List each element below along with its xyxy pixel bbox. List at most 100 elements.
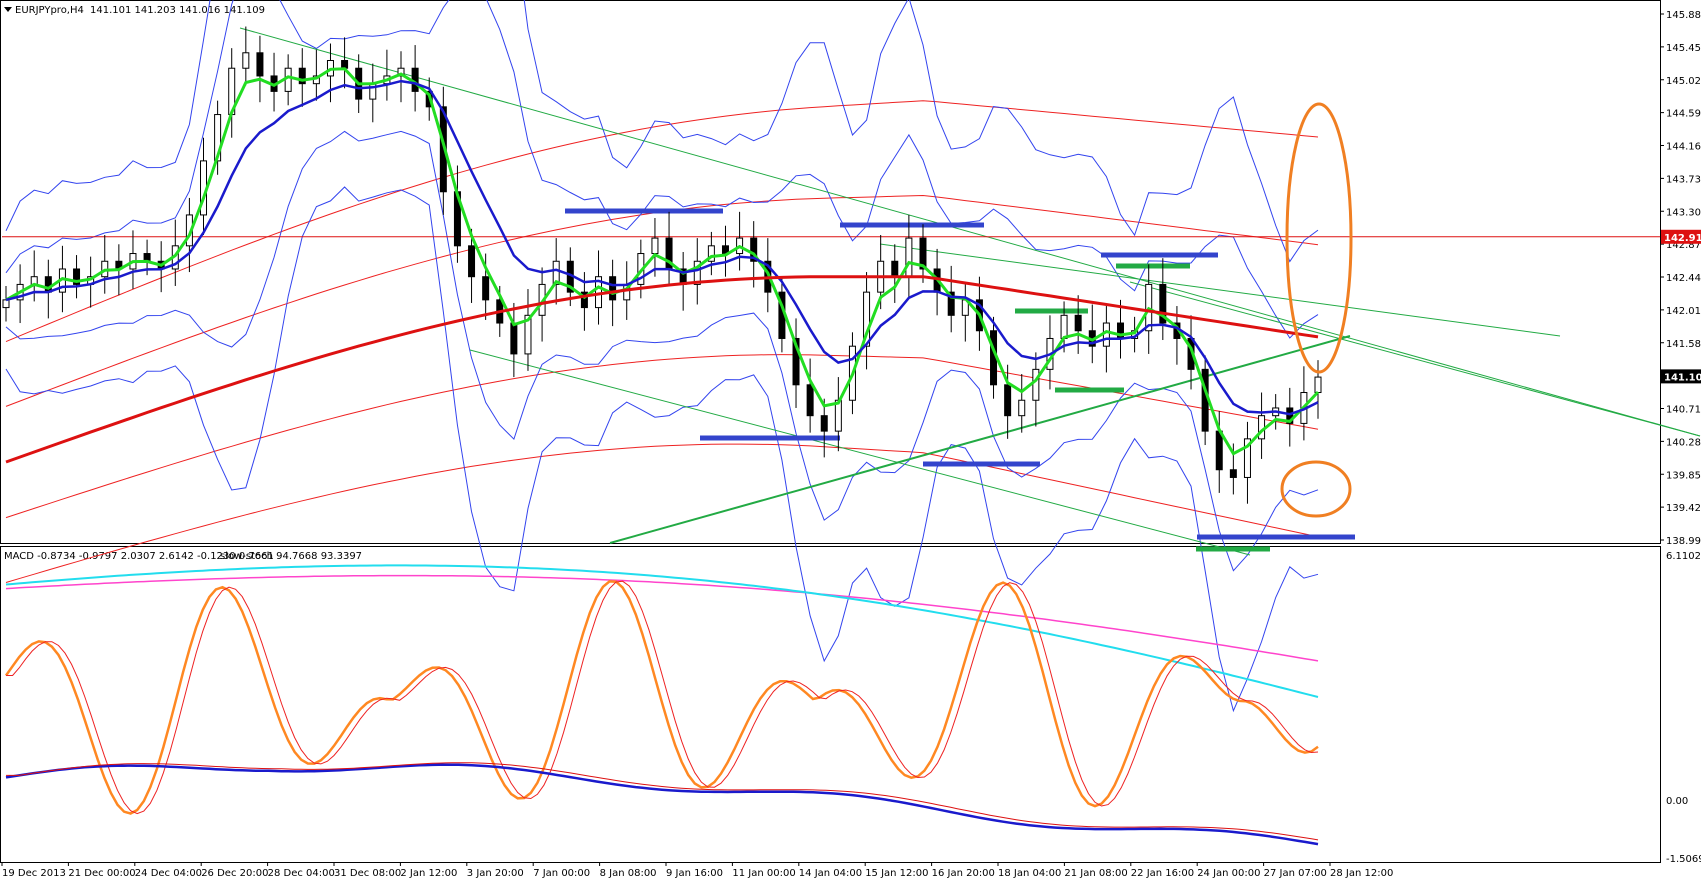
ma-long-line <box>5 275 1319 464</box>
y-tick-label: 142.440 <box>1666 273 1701 284</box>
x-tick-label: 14 Jan 04:00 <box>799 868 862 879</box>
candle-body <box>580 291 588 309</box>
candle-body <box>1060 314 1068 339</box>
macd-label: MACD -0.8734 -0.9797 2.0307 2.6142 -0.12… <box>4 551 274 562</box>
resistance-price-tag-box <box>1661 229 1701 244</box>
band-outer-upper-line <box>5 0 1319 263</box>
x-tick-label: 15 Jan 12:00 <box>865 868 928 879</box>
stoch-signal-line <box>6 580 1319 815</box>
envelope-line-4 <box>5 443 1319 583</box>
y-tick-label: 143.730 <box>1666 174 1701 185</box>
candle-body <box>524 314 532 355</box>
symbol-label: EURJPYpro,H4 <box>15 5 84 16</box>
osc-y-tick-label: -1.5069 <box>1666 854 1701 865</box>
candle-body <box>1229 469 1237 478</box>
candle-body <box>651 237 659 255</box>
ema-fast-line <box>5 67 1320 456</box>
candle-body <box>1243 438 1251 478</box>
x-tick-label: 2 Jan 12:00 <box>400 868 457 879</box>
x-tick-label: 21 Jan 08:00 <box>1064 868 1127 879</box>
macd-red-line <box>6 762 1319 841</box>
envelope-line-2 <box>5 100 1319 343</box>
moving-averages <box>5 67 1320 464</box>
x-tick-label: 11 Jan 00:00 <box>732 868 795 879</box>
y-tick-label: 139.850 <box>1666 470 1701 481</box>
candle-body <box>2 299 10 309</box>
candle-body <box>707 245 715 262</box>
oscillator-panel-frame <box>0 546 1661 863</box>
x-tick-label: 24 Jan 00:00 <box>1197 868 1260 879</box>
y-tick-label: 144.160 <box>1666 142 1701 153</box>
candle-body <box>298 67 306 85</box>
x-tick-label: 19 Dec 2013 <box>2 868 66 879</box>
candle-body <box>468 245 476 278</box>
current-price-tag-box <box>1661 369 1701 384</box>
x-tick-label: 7 Jan 00:00 <box>533 868 590 879</box>
candle-body <box>820 415 828 432</box>
x-tick-label: 31 Dec 08:00 <box>334 868 401 879</box>
candle-body <box>1159 283 1167 324</box>
x-tick-label: 28 Jan 12:00 <box>1330 868 1393 879</box>
x-tick-label: 3 Jan 20:00 <box>467 868 524 879</box>
x-axis: 19 Dec 2013 21 Dec 00:00 24 Dec 04:00 26 De… <box>1 862 1393 879</box>
trendline-3 <box>609 335 1351 544</box>
candle-body <box>510 322 518 355</box>
candle-body <box>891 260 899 278</box>
y-tick-label: 142.010 <box>1666 306 1701 317</box>
y-tick-label: 145.880 <box>1666 10 1701 21</box>
y-tick-label: 143.300 <box>1666 207 1701 218</box>
highlight-ellipse-top <box>1285 102 1353 374</box>
highlight-ellipse-bottom <box>1280 460 1352 518</box>
x-tick-label: 26 Dec 20:00 <box>201 868 268 879</box>
candle-body <box>73 268 81 285</box>
ema-slow-line <box>5 79 1319 416</box>
x-tick-label: 9 Jan 16:00 <box>666 868 723 879</box>
candle-body <box>397 67 405 77</box>
candle-body <box>905 237 913 278</box>
candle-body <box>947 291 955 316</box>
price-panel-frame <box>0 0 1661 544</box>
candle-body <box>609 276 617 301</box>
candle-body <box>792 337 800 386</box>
y-tick-label: 145.020 <box>1666 76 1701 87</box>
y-tick-label: 145.450 <box>1666 43 1701 54</box>
price-tags: 142.917 141.109 <box>1661 229 1701 384</box>
support-resistance-levels <box>2 208 1660 552</box>
y-tick-label: 138.990 <box>1666 536 1701 547</box>
candle-body <box>1314 376 1322 394</box>
x-tick-label: 21 Dec 00:00 <box>68 868 135 879</box>
candle-body <box>750 237 758 262</box>
candle-body <box>1032 368 1040 401</box>
band-lower-line <box>5 130 1319 572</box>
candle-body <box>256 52 264 77</box>
osc-y-tick-label: 0.00 <box>1666 796 1688 807</box>
x-tick-label: 27 Jan 07:00 <box>1264 868 1327 879</box>
macd-signal-line-a <box>5 574 1319 662</box>
y-tick-label: 144.590 <box>1666 109 1701 120</box>
candle-body <box>242 52 250 69</box>
x-tick-label: 22 Jan 16:00 <box>1131 868 1194 879</box>
macd-main-line <box>5 763 1319 846</box>
x-tick-label: 8 Jan 08:00 <box>600 868 657 879</box>
y-tick-label: 140.710 <box>1666 405 1701 416</box>
current-price-tag: 141.109 <box>1664 372 1701 383</box>
macd-signal-line-b <box>5 564 1319 698</box>
x-tick-label: 24 Dec 04:00 <box>135 868 202 879</box>
candle-body <box>1004 384 1012 417</box>
y-axis: 145.880 145.450 145.020 144.590 144.160 143.7… <box>1660 10 1701 865</box>
trendline-1 <box>239 27 1701 437</box>
collapse-triangle-icon[interactable] <box>4 7 12 12</box>
resistance-price-tag: 142.917 <box>1664 233 1701 244</box>
candle-body <box>1286 407 1294 424</box>
candle-body <box>1215 430 1223 471</box>
trendline-2 <box>469 349 1251 556</box>
candle-body <box>806 384 814 417</box>
ohlc-label: 141.101 141.203 141.016 141.109 <box>90 5 265 16</box>
stoch-label: slow-stoch 94.7668 93.3397 <box>220 551 362 562</box>
candle-body <box>341 60 349 69</box>
candle-body <box>1018 399 1026 417</box>
y-tick-label: 142.870 <box>1666 240 1701 251</box>
trendline-5 <box>1129 281 1701 437</box>
